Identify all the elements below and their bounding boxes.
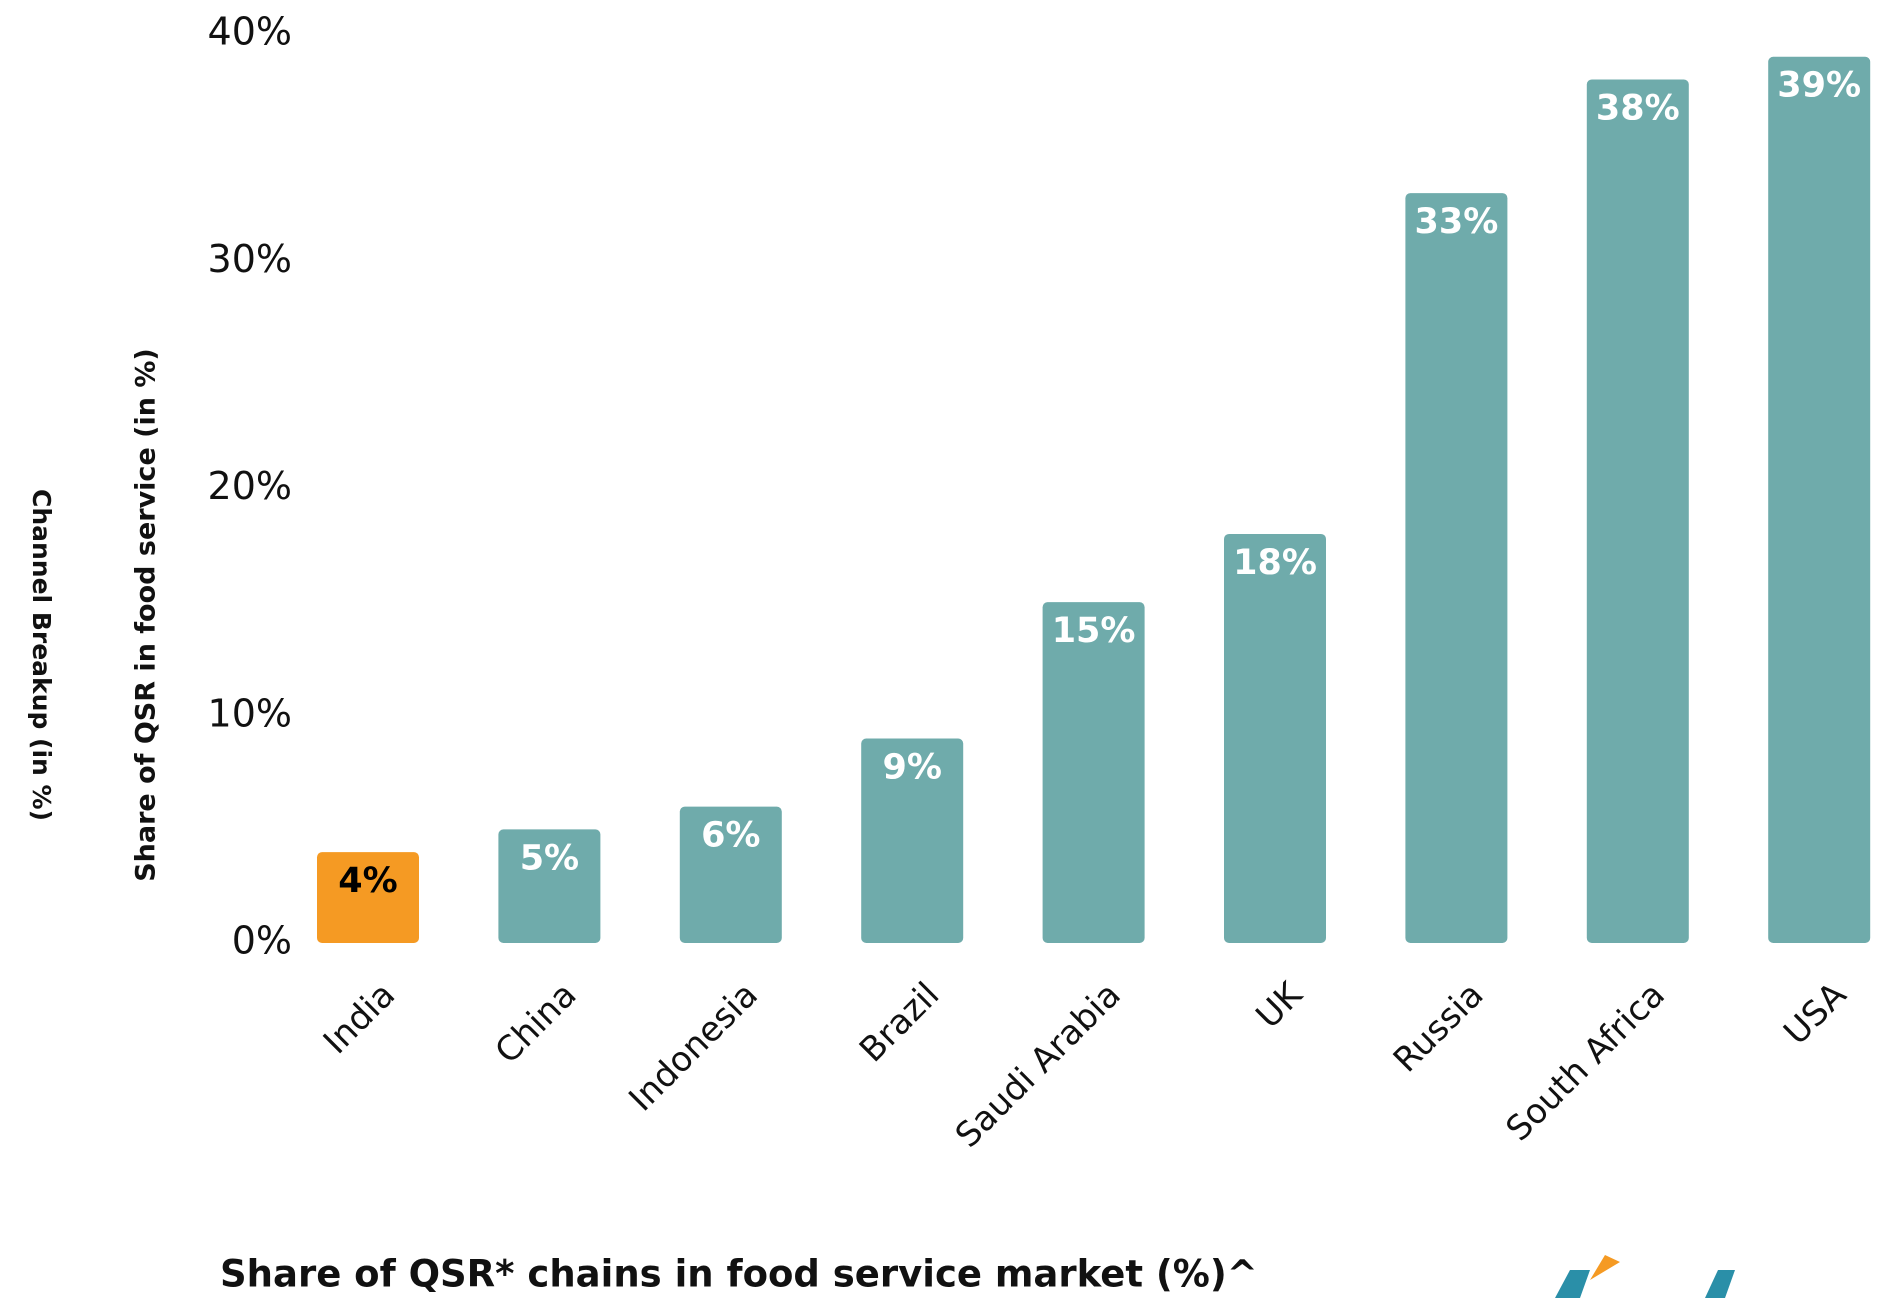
value-label: 33% bbox=[1415, 202, 1499, 242]
x-tick-label: Russia bbox=[1386, 975, 1492, 1081]
y-tick-label: 10% bbox=[208, 691, 292, 735]
value-label: 6% bbox=[701, 816, 760, 856]
x-tick-label: Saudi Arabia bbox=[948, 975, 1129, 1156]
y-tick-label: 40% bbox=[208, 10, 292, 54]
x-tick-label: South Africa bbox=[1499, 975, 1673, 1149]
value-label: 9% bbox=[882, 747, 941, 787]
x-tick-label: China bbox=[488, 975, 585, 1072]
bar bbox=[1586, 79, 1689, 943]
x-tick-label: India bbox=[316, 975, 403, 1062]
chart-title: Share of QSR* chains in food service mar… bbox=[220, 1253, 1258, 1296]
bar bbox=[861, 738, 964, 943]
value-label: 38% bbox=[1596, 88, 1680, 128]
bar bbox=[1768, 56, 1871, 944]
y-tick-label: 30% bbox=[208, 237, 292, 281]
bar bbox=[1042, 602, 1145, 943]
bar bbox=[498, 829, 601, 943]
outer-axis-title: Channel Breakup (in %) bbox=[27, 489, 56, 821]
logo bbox=[1555, 1255, 1735, 1298]
y-tick-label: 0% bbox=[232, 919, 292, 963]
value-label: 4% bbox=[338, 861, 397, 901]
value-label: 18% bbox=[1233, 543, 1317, 583]
x-tick-label: UK bbox=[1248, 974, 1311, 1037]
x-tick-label: Brazil bbox=[852, 975, 947, 1070]
y-axis-title: Share of QSR in food service (in %) bbox=[131, 348, 162, 882]
x-tick-label: USA bbox=[1776, 975, 1854, 1053]
x-tick-label: Indonesia bbox=[621, 975, 766, 1120]
bar bbox=[1224, 533, 1326, 943]
value-label: 39% bbox=[1777, 66, 1861, 106]
bar bbox=[1405, 193, 1508, 943]
value-label: 5% bbox=[520, 838, 579, 878]
bar bbox=[679, 806, 782, 943]
value-label: 15% bbox=[1052, 611, 1136, 651]
bar bbox=[317, 852, 419, 943]
y-tick-label: 20% bbox=[208, 464, 292, 508]
